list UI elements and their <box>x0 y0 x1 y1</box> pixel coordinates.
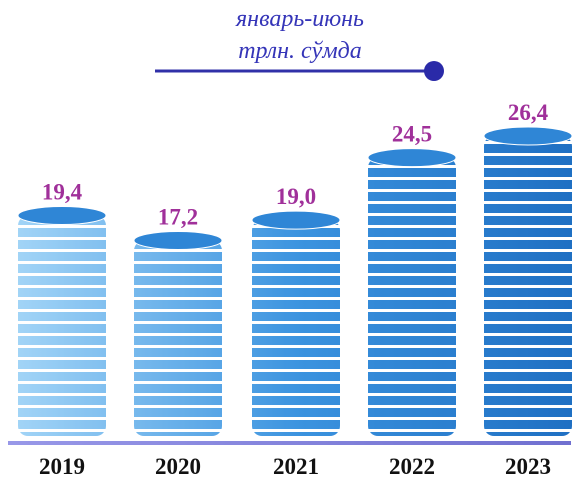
bar <box>484 136 572 436</box>
bar-top <box>251 210 341 230</box>
chart-title: январь-июнь <box>235 6 364 32</box>
x-tick-label: 2022 <box>389 454 435 479</box>
baseline <box>8 441 571 445</box>
x-tick-label: 2021 <box>273 454 319 479</box>
bar-top <box>483 126 573 146</box>
value-label: 24,5 <box>392 122 432 147</box>
value-label: 19,0 <box>276 184 316 209</box>
chart-subtitle: трлн. сўмда <box>238 38 362 64</box>
bar <box>368 157 456 436</box>
bar-top <box>367 148 457 168</box>
bar-top <box>17 206 107 226</box>
bar <box>252 220 340 436</box>
value-label: 26,4 <box>508 100 549 125</box>
bar <box>18 215 106 436</box>
value-label: 17,2 <box>158 205 198 230</box>
bar <box>134 240 222 436</box>
title-dot <box>424 61 444 81</box>
bar-top <box>133 231 223 251</box>
x-tick-label: 2020 <box>155 454 201 479</box>
x-tick-label: 2023 <box>505 454 551 479</box>
value-label: 19,4 <box>42 180 83 205</box>
x-tick-label: 2019 <box>39 454 85 479</box>
